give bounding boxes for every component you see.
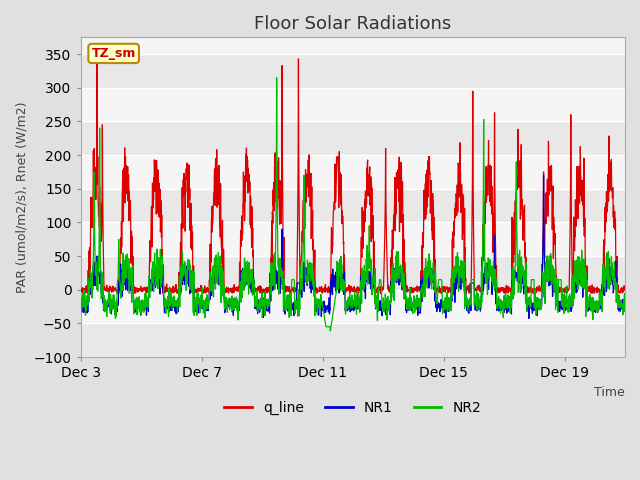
Bar [81, 54, 625, 88]
Bar [81, 256, 625, 290]
X-axis label: Time: Time [595, 385, 625, 398]
Legend: q_line, NR1, NR2: q_line, NR1, NR2 [219, 395, 487, 420]
Text: TZ_sm: TZ_sm [92, 47, 136, 60]
Y-axis label: PAR (umol/m2/s), Rnet (W/m2): PAR (umol/m2/s), Rnet (W/m2) [15, 101, 28, 293]
Bar [81, 324, 625, 357]
Bar [81, 189, 625, 222]
Title: Floor Solar Radiations: Floor Solar Radiations [254, 15, 451, 33]
Bar [81, 121, 625, 155]
